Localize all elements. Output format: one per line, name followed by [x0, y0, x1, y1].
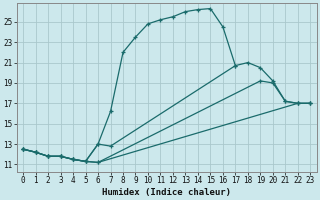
X-axis label: Humidex (Indice chaleur): Humidex (Indice chaleur)	[102, 188, 231, 197]
